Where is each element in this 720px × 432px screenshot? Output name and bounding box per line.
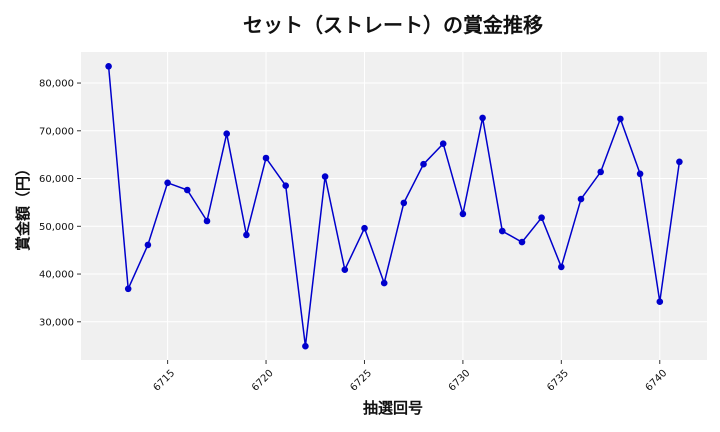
y-tick-label: 40,000 — [39, 270, 74, 281]
data-point — [105, 63, 112, 70]
data-point — [459, 210, 467, 218]
data-point — [499, 227, 506, 235]
x-tick-label: 6725 — [348, 368, 374, 394]
chart-title: セット（ストレート）の賞金推移 — [243, 13, 543, 37]
data-point — [538, 214, 545, 221]
data-point — [262, 154, 270, 162]
data-point — [124, 285, 132, 293]
data-point — [164, 179, 171, 187]
x-tick-label: 6720 — [250, 368, 276, 394]
data-point — [597, 168, 604, 176]
data-point — [558, 263, 565, 271]
x-tick-label: 6715 — [151, 368, 177, 394]
x-tick-label: 6740 — [644, 368, 670, 394]
data-point — [656, 298, 664, 306]
data-point — [203, 217, 211, 225]
y-tick-label: 50,000 — [39, 222, 74, 233]
data-point — [380, 279, 388, 287]
data-point — [518, 238, 526, 246]
series-line — [107, 66, 681, 347]
data-point — [302, 342, 309, 350]
data-point — [223, 130, 230, 137]
y-tick-label: 30,000 — [39, 317, 74, 328]
x-tick-label: 6730 — [447, 368, 473, 394]
data-point — [676, 158, 683, 166]
data-point — [400, 199, 408, 207]
data-point — [636, 170, 644, 178]
plot-area — [81, 52, 707, 360]
data-point — [184, 186, 191, 194]
y-tick-label: 70,000 — [39, 126, 74, 137]
data-point — [361, 224, 368, 232]
y-tick-label: 60,000 — [39, 174, 74, 185]
data-point — [321, 173, 329, 180]
data-points — [105, 63, 683, 350]
data-point — [617, 115, 624, 123]
data-point — [282, 182, 290, 189]
data-point — [420, 160, 427, 168]
grid — [81, 52, 707, 360]
data-point — [341, 266, 349, 274]
data-point — [144, 241, 152, 249]
data-point — [479, 114, 486, 122]
data-point — [243, 231, 250, 239]
x-tick-label: 6735 — [545, 368, 571, 394]
data-point — [577, 195, 585, 203]
y-tick-label: 80,000 — [39, 79, 74, 90]
y-axis-label: 賞金額（円） — [14, 161, 32, 251]
x-axis-label: 抽選回号 — [363, 399, 423, 417]
data-point — [439, 140, 447, 147]
